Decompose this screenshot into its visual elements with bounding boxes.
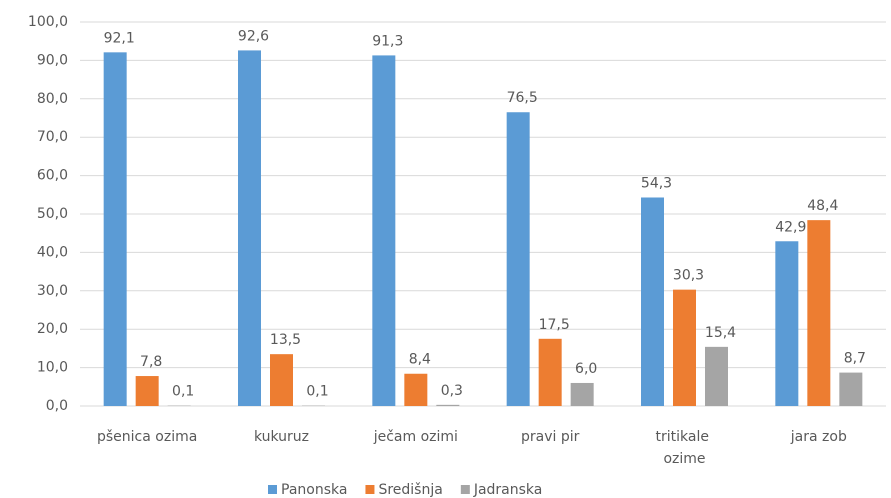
bar — [673, 289, 696, 406]
bar — [570, 382, 594, 406]
data-label: 15,4 — [705, 325, 736, 341]
y-tick-label: 100,0 — [28, 14, 68, 30]
bar — [238, 50, 261, 406]
y-tick-label: 60,0 — [37, 168, 68, 184]
data-label: 8,4 — [409, 352, 431, 368]
legend-label: Središnja — [378, 482, 442, 498]
x-tick-label: ječam ozimi — [373, 429, 458, 445]
bar — [538, 338, 562, 406]
bar — [506, 112, 530, 407]
data-label: 76,5 — [507, 90, 538, 106]
legend-swatch — [460, 485, 470, 494]
x-tick-label: tritikale ozime — [656, 429, 714, 467]
data-label: 91,3 — [372, 33, 403, 49]
data-label: 92,1 — [104, 30, 135, 46]
legend-label: Jadranska — [473, 482, 543, 498]
data-label: 0,1 — [172, 384, 194, 400]
data-label: 42,9 — [775, 219, 806, 235]
x-tick-label: pšenica ozima — [97, 429, 197, 445]
data-label: 0,1 — [306, 384, 328, 400]
x-tick-label: jara zob — [790, 429, 847, 445]
x-tick-label: kukuruz — [254, 429, 309, 445]
data-label: 7,8 — [140, 354, 162, 370]
bar — [775, 241, 799, 406]
y-tick-label: 80,0 — [37, 91, 68, 107]
bar — [839, 372, 863, 406]
x-tick-label: pravi pir — [521, 429, 580, 445]
data-label: 0,3 — [441, 383, 463, 399]
y-tick-label: 20,0 — [37, 321, 68, 337]
data-label: 30,3 — [673, 268, 704, 284]
legend-swatch — [268, 485, 277, 494]
data-label: 54,3 — [641, 175, 672, 191]
x-tick-label-line: ozime — [663, 451, 705, 467]
data-label: 48,4 — [807, 198, 838, 214]
y-tick-label: 0,0 — [46, 398, 68, 414]
bar — [404, 373, 428, 406]
data-label: 8,7 — [844, 351, 866, 367]
bar — [135, 376, 159, 406]
bar — [270, 354, 293, 406]
y-tick-label: 70,0 — [37, 129, 68, 145]
bar — [372, 55, 396, 407]
y-tick-label: 30,0 — [37, 283, 68, 299]
data-label: 17,5 — [539, 317, 570, 333]
bar — [436, 404, 460, 406]
bar — [705, 346, 728, 406]
bar — [807, 220, 831, 406]
legend-swatch — [365, 485, 375, 494]
bar — [103, 52, 127, 406]
y-tick-label: 10,0 — [37, 360, 68, 376]
y-tick-label: 50,0 — [37, 206, 68, 222]
data-label: 6,0 — [575, 361, 597, 377]
bar — [641, 197, 664, 406]
legend-label: Panonska — [281, 482, 347, 498]
y-tick-label: 90,0 — [37, 52, 68, 68]
y-tick-label: 40,0 — [37, 244, 68, 260]
x-tick-label-line: tritikale — [656, 429, 714, 445]
data-label: 92,6 — [238, 28, 269, 44]
data-label: 13,5 — [270, 332, 301, 348]
